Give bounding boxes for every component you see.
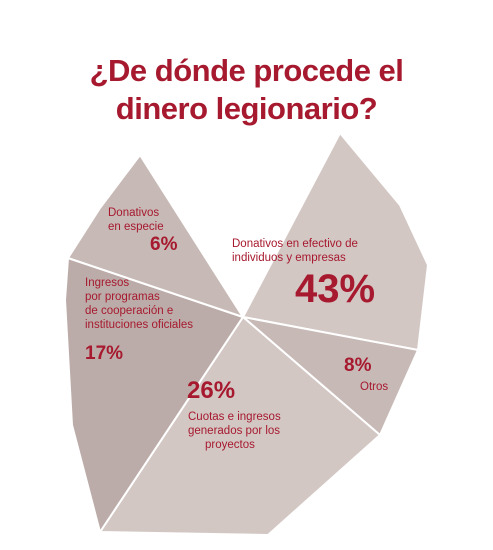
pie-slice-5 <box>67 154 244 318</box>
slice-label-4-line-1: Ingresos <box>85 277 129 289</box>
slice-value-5: 6% <box>150 234 178 255</box>
slice-value-1: 43% <box>295 267 375 311</box>
slice-label-5-line-2: en especie <box>108 221 164 233</box>
slice-label-3-line-1: Cuotas e ingresos <box>188 411 281 423</box>
slice-label-4-line-3: de cooperación e <box>85 305 173 317</box>
slice-value-3: 26% <box>187 377 235 404</box>
slice-label-1-line-1: Donativos en efectivo de <box>232 238 358 250</box>
slice-label-3-line-2: generados por los <box>188 425 280 437</box>
slice-label-2-line-1: Otros <box>360 381 388 393</box>
slice-label-5-line-1: Donativos <box>108 207 159 219</box>
slice-label-4-line-4: instituciones oficiales <box>85 319 193 331</box>
slice-label-4-line-2: por programas <box>85 291 160 303</box>
chart-title-line-2: dinero legionario? <box>115 91 378 126</box>
slice-label-3-line-3: proyectos <box>205 439 255 451</box>
slice-value-2: 8% <box>344 355 372 376</box>
chart-title-line-1: ¿De dónde procede el <box>89 53 404 88</box>
slice-labels: Donativos en efectivo de individuos y emp… <box>85 207 388 451</box>
slice-value-4: 17% <box>85 343 123 364</box>
slice-label-1-line-2: individuos y empresas <box>232 252 346 264</box>
slices <box>64 132 429 536</box>
